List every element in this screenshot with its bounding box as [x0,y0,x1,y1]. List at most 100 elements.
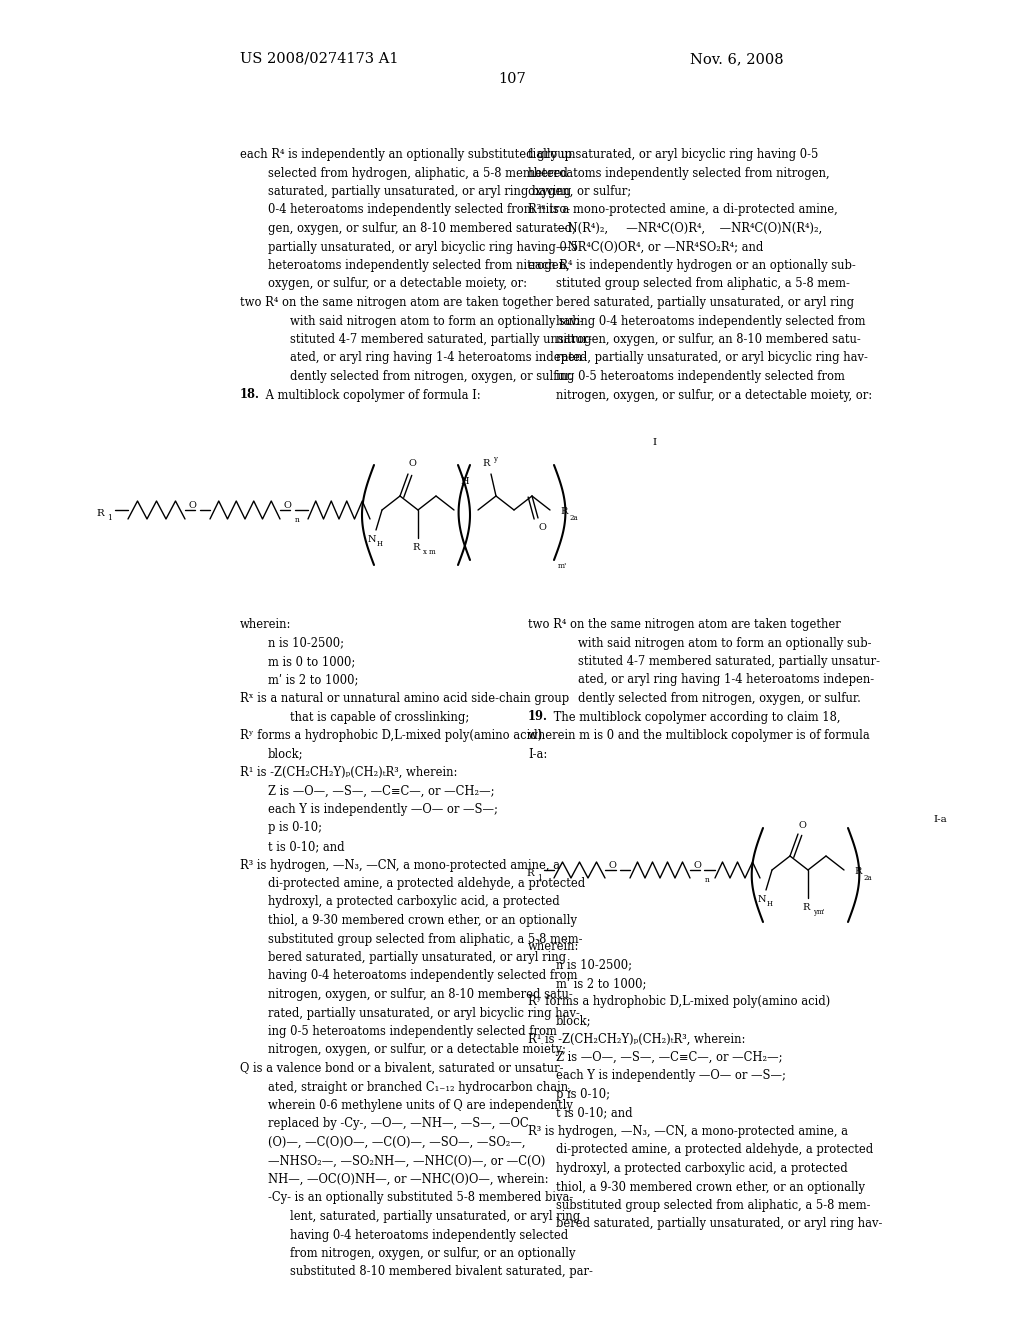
Text: selected from hydrogen, aliphatic, a 5-8 membered: selected from hydrogen, aliphatic, a 5-8… [268,166,568,180]
Text: each R⁴ is independently an optionally substituted group: each R⁴ is independently an optionally s… [240,148,572,161]
Text: tially unsaturated, or aryl bicyclic ring having 0-5: tially unsaturated, or aryl bicyclic rin… [528,148,818,161]
Text: p is 0-10;: p is 0-10; [556,1088,610,1101]
Text: rated, partially unsaturated, or aryl bicyclic ring hav-: rated, partially unsaturated, or aryl bi… [268,1006,580,1019]
Text: R³ is hydrogen, —N₃, —CN, a mono-protected amine, a: R³ is hydrogen, —N₃, —CN, a mono-protect… [528,1125,848,1138]
Text: n: n [705,876,710,884]
Text: O: O [283,502,291,511]
Text: n is 10-2500;: n is 10-2500; [268,636,344,649]
Text: two R⁴ on the same nitrogen atom are taken together: two R⁴ on the same nitrogen atom are tak… [528,618,841,631]
Text: heteroatoms independently selected from nitrogen,: heteroatoms independently selected from … [268,259,569,272]
Text: H: H [461,478,469,487]
Text: R: R [96,508,103,517]
Text: The multiblock copolymer according to claim 18,: The multiblock copolymer according to cl… [550,710,841,723]
Text: R: R [413,543,420,552]
Text: —N(R⁴)₂,     —NR⁴C(O)R⁴,    —NR⁴C(O)N(R⁴)₂,: —N(R⁴)₂, —NR⁴C(O)R⁴, —NR⁴C(O)N(R⁴)₂, [556,222,822,235]
Text: —NR⁴C(O)OR⁴, or —NR⁴SO₂R⁴; and: —NR⁴C(O)OR⁴, or —NR⁴SO₂R⁴; and [556,240,763,253]
Text: wherein:: wherein: [240,618,292,631]
Text: having 0-4 heteroatoms independently selected from: having 0-4 heteroatoms independently sel… [556,314,865,327]
Text: block;: block; [268,747,303,760]
Text: -Cy- is an optionally substituted 5-8 membered biva-: -Cy- is an optionally substituted 5-8 me… [268,1192,573,1204]
Text: two R⁴ on the same nitrogen atom are taken together: two R⁴ on the same nitrogen atom are tak… [240,296,553,309]
Text: each Y is independently —O— or —S—;: each Y is independently —O— or —S—; [268,803,498,816]
Text: thiol, a 9-30 membered crown ether, or an optionally: thiol, a 9-30 membered crown ether, or a… [556,1180,865,1193]
Text: bered saturated, partially unsaturated, or aryl ring: bered saturated, partially unsaturated, … [268,950,566,964]
Text: heteroatoms independently selected from nitrogen,: heteroatoms independently selected from … [528,166,829,180]
Text: thiol, a 9-30 membered crown ether, or an optionally: thiol, a 9-30 membered crown ether, or a… [268,913,577,927]
Text: O: O [188,502,196,511]
Text: m': m' [817,908,825,916]
Text: nitrogen, oxygen, or sulfur, an 8-10 membered satu-: nitrogen, oxygen, or sulfur, an 8-10 mem… [268,987,572,1001]
Text: substituted 8-10 membered bivalent saturated, par-: substituted 8-10 membered bivalent satur… [290,1266,593,1279]
Text: Rʸ forms a hydrophobic D,L-mixed poly(amino acid): Rʸ forms a hydrophobic D,L-mixed poly(am… [240,729,543,742]
Text: NH—, —OC(O)NH—, or —NHC(O)O—, wherein:: NH—, —OC(O)NH—, or —NHC(O)O—, wherein: [268,1173,549,1185]
Text: 107: 107 [498,73,526,86]
Text: having 0-4 heteroatoms independently selected from: having 0-4 heteroatoms independently sel… [268,969,578,982]
Text: t is 0-10; and: t is 0-10; and [556,1106,633,1119]
Text: wherein:: wherein: [528,940,580,953]
Text: 1: 1 [538,874,543,882]
Text: rated, partially unsaturated, or aryl bicyclic ring hav-: rated, partially unsaturated, or aryl bi… [556,351,868,364]
Text: ing 0-5 heteroatoms independently selected from: ing 0-5 heteroatoms independently select… [268,1026,557,1038]
Text: ing 0-5 heteroatoms independently selected from: ing 0-5 heteroatoms independently select… [556,370,845,383]
Text: Rˣ is a natural or unnatural amino acid side-chain group: Rˣ is a natural or unnatural amino acid … [240,692,569,705]
Text: block;: block; [556,1014,592,1027]
Text: 1: 1 [108,513,113,521]
Text: Nov. 6, 2008: Nov. 6, 2008 [690,51,784,66]
Text: N: N [758,895,766,903]
Text: nitrogen, oxygen, or sulfur, or a detectable moiety, or:: nitrogen, oxygen, or sulfur, or a detect… [556,388,872,401]
Text: wherein 0-6 methylene units of Q are independently: wherein 0-6 methylene units of Q are ind… [268,1100,572,1111]
Text: R: R [560,507,567,516]
Text: oxygen, or sulfur;: oxygen, or sulfur; [528,185,631,198]
Text: from nitrogen, oxygen, or sulfur, or an optionally: from nitrogen, oxygen, or sulfur, or an … [290,1247,575,1261]
Text: each R⁴ is independently hydrogen or an optionally sub-: each R⁴ is independently hydrogen or an … [528,259,856,272]
Text: N: N [368,535,376,544]
Text: with said nitrogen atom to form an optionally sub-: with said nitrogen atom to form an optio… [290,314,584,327]
Text: ated, or aryl ring having 1-4 heteroatoms indepen-: ated, or aryl ring having 1-4 heteroatom… [578,673,874,686]
Text: bered saturated, partially unsaturated, or aryl ring: bered saturated, partially unsaturated, … [556,296,854,309]
Text: 0-4 heteroatoms independently selected from nitro-: 0-4 heteroatoms independently selected f… [268,203,570,216]
Text: stituted 4-7 membered saturated, partially unsatur-: stituted 4-7 membered saturated, partial… [290,333,592,346]
Text: each Y is independently —O— or —S—;: each Y is independently —O— or —S—; [556,1069,785,1082]
Text: I-a:: I-a: [528,747,547,760]
Text: nitrogen, oxygen, or sulfur, an 8-10 membered satu-: nitrogen, oxygen, or sulfur, an 8-10 mem… [556,333,861,346]
Text: H: H [767,900,773,908]
Text: stituted 4-7 membered saturated, partially unsatur-: stituted 4-7 membered saturated, partial… [578,655,880,668]
Text: n: n [295,516,299,524]
Text: R¹ is -Z(CH₂CH₂Y)ₚ(CH₂)ₜR³, wherein:: R¹ is -Z(CH₂CH₂Y)ₚ(CH₂)ₜR³, wherein: [528,1032,745,1045]
Text: —NHSO₂—, —SO₂NH—, —NHC(O)—, or —C(O): —NHSO₂—, —SO₂NH—, —NHC(O)—, or —C(O) [268,1155,546,1167]
Text: having 0-4 heteroatoms independently selected: having 0-4 heteroatoms independently sel… [290,1229,568,1242]
Text: O: O [408,459,416,469]
Text: ated, straight or branched C₁₋₁₂ hydrocarbon chain,: ated, straight or branched C₁₋₁₂ hydroca… [268,1081,571,1093]
Text: H: H [377,540,383,548]
Text: m is 0 to 1000;: m is 0 to 1000; [268,655,355,668]
Text: substituted group selected from aliphatic, a 5-8 mem-: substituted group selected from aliphati… [268,932,583,945]
Text: R²ᵃ is a mono-protected amine, a di-protected amine,: R²ᵃ is a mono-protected amine, a di-prot… [528,203,838,216]
Text: mʹ is 2 to 1000;: mʹ is 2 to 1000; [556,977,646,990]
Text: O: O [538,524,546,532]
Text: p is 0-10;: p is 0-10; [268,821,322,834]
Text: R: R [482,459,489,469]
Text: 2a: 2a [569,513,578,521]
Text: di-protected amine, a protected aldehyde, a protected: di-protected amine, a protected aldehyde… [268,876,586,890]
Text: (O)—, —C(O)O—, —C(O)—, —SO—, —SO₂—,: (O)—, —C(O)O—, —C(O)—, —SO—, —SO₂—, [268,1137,525,1148]
Text: I-a: I-a [933,814,947,824]
Text: x: x [423,548,427,556]
Text: ated, or aryl ring having 1-4 heteroatoms indepen-: ated, or aryl ring having 1-4 heteroatom… [290,351,586,364]
Text: O: O [798,821,806,829]
Text: with said nitrogen atom to form an optionally sub-: with said nitrogen atom to form an optio… [578,636,871,649]
Text: hydroxyl, a protected carboxylic acid, a protected: hydroxyl, a protected carboxylic acid, a… [556,1162,848,1175]
Text: di-protected amine, a protected aldehyde, a protected: di-protected amine, a protected aldehyde… [556,1143,873,1156]
Text: Z is —O—, —S—, —C≡C—, or —CH₂—;: Z is —O—, —S—, —C≡C—, or —CH₂—; [556,1051,782,1064]
Text: saturated, partially unsaturated, or aryl ring having: saturated, partially unsaturated, or ary… [268,185,571,198]
Text: bered saturated, partially unsaturated, or aryl ring hav-: bered saturated, partially unsaturated, … [556,1217,883,1230]
Text: dently selected from nitrogen, oxygen, or sulfur.: dently selected from nitrogen, oxygen, o… [290,370,572,383]
Text: oxygen, or sulfur, or a detectable moiety, or:: oxygen, or sulfur, or a detectable moiet… [268,277,527,290]
Text: O: O [693,862,701,870]
Text: R: R [526,869,534,878]
Text: O: O [608,862,616,870]
Text: hydroxyl, a protected carboxylic acid, a protected: hydroxyl, a protected carboxylic acid, a… [268,895,560,908]
Text: R³ is hydrogen, —N₃, —CN, a mono-protected amine, a: R³ is hydrogen, —N₃, —CN, a mono-protect… [240,858,560,871]
Text: stituted group selected from aliphatic, a 5-8 mem-: stituted group selected from aliphatic, … [556,277,850,290]
Text: US 2008/0274173 A1: US 2008/0274173 A1 [240,51,398,66]
Text: mʹ is 2 to 1000;: mʹ is 2 to 1000; [268,673,358,686]
